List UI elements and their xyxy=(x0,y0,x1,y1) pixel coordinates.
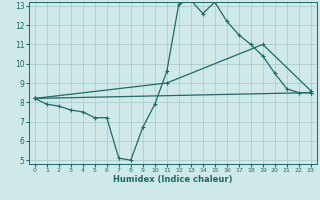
X-axis label: Humidex (Indice chaleur): Humidex (Indice chaleur) xyxy=(113,175,233,184)
